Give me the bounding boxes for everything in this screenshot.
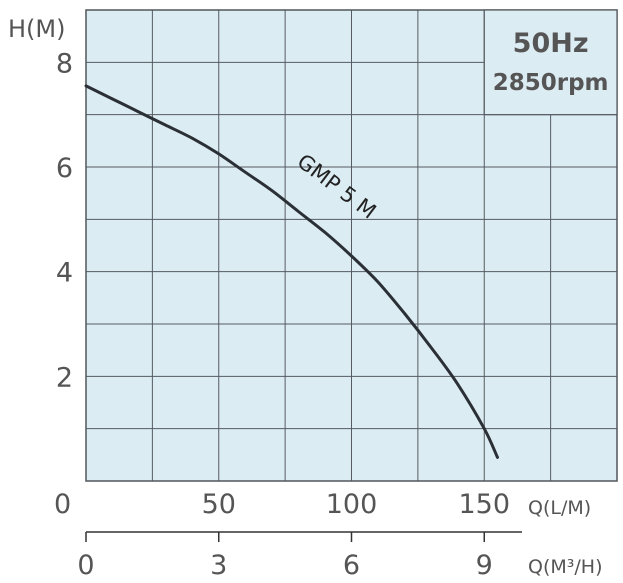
secondary-x-axis: 0 3 6 9 xyxy=(77,531,522,581)
frequency-label: 50Hz xyxy=(513,28,589,59)
y-axis-label: H(M) xyxy=(8,15,65,43)
info-box-background xyxy=(483,9,618,116)
x2-tick-label: 6 xyxy=(343,550,360,581)
x-tick-label: 0 xyxy=(54,489,71,520)
series-line-gmp-5-m xyxy=(84,84,499,459)
x-tick-labels: 0 50 100 150 xyxy=(54,489,510,520)
grid xyxy=(86,10,617,481)
x-tick-label: 50 xyxy=(202,489,236,520)
speed-label: 2850rpm xyxy=(493,70,609,96)
y-tick-labels: 2 4 6 8 xyxy=(56,48,73,393)
x-tick-label: 150 xyxy=(458,489,510,520)
x2-tick-label: 0 xyxy=(77,550,94,581)
plot-frame xyxy=(85,9,618,482)
y-tick-label: 6 xyxy=(56,153,73,184)
y-tick-label: 4 xyxy=(56,258,73,289)
y-tick-label: 2 xyxy=(56,362,73,393)
x2-tick-label: 9 xyxy=(476,550,493,581)
y-tick-label: 8 xyxy=(56,48,73,79)
x-axis-label: Q(L/M) xyxy=(528,497,591,519)
x2-tick-label: 3 xyxy=(210,550,227,581)
info-box: 50Hz 2850rpm xyxy=(483,9,618,116)
x-tick-label: 100 xyxy=(326,489,378,520)
x2-axis-label: Q(M³/H) xyxy=(528,556,602,578)
